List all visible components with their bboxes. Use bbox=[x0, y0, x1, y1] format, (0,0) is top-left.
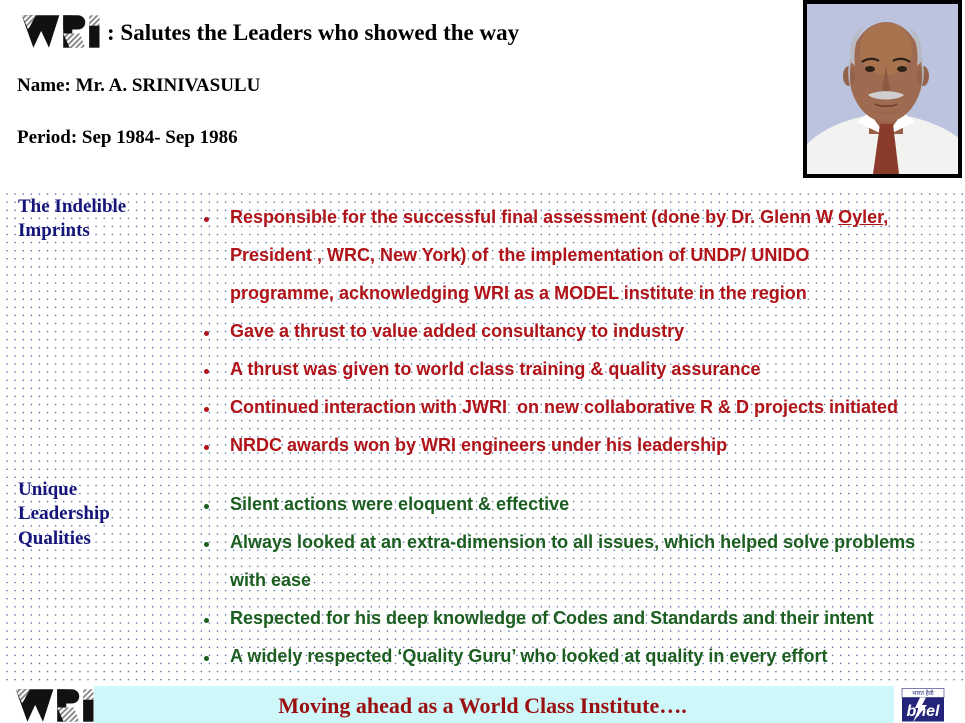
svg-text:भारत हैवी: भारत हैवी bbox=[912, 689, 934, 697]
